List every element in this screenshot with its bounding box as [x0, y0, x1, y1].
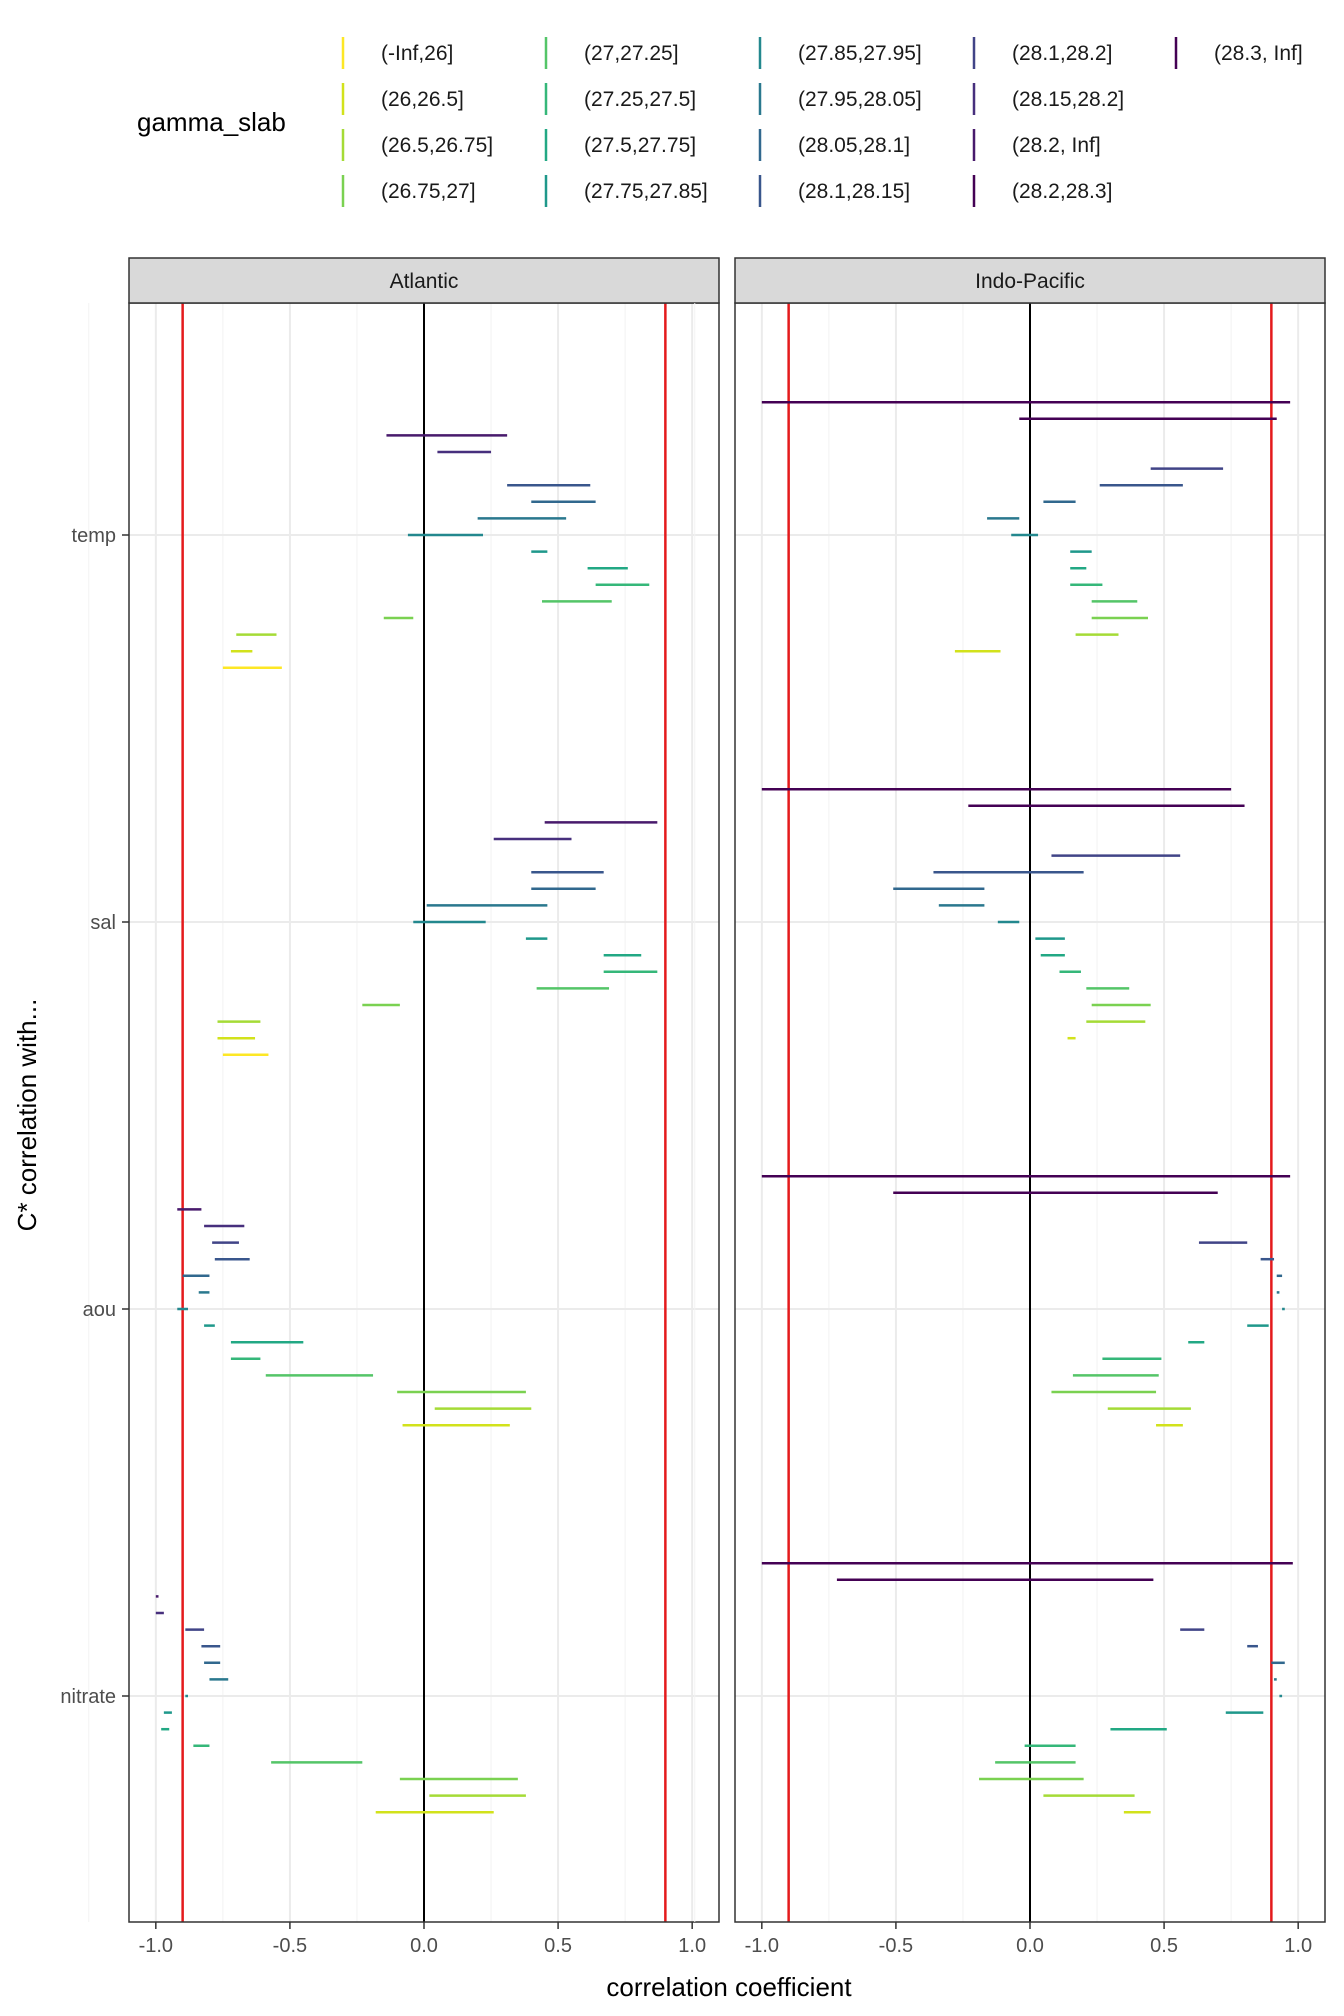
group-temp	[761, 400, 1291, 653]
x-tick-label: 0.5	[1150, 1935, 1178, 1957]
legend-label-7: (27.75,27.85]	[584, 180, 708, 203]
group-nitrate	[761, 1561, 1293, 1814]
legend-entries: (-Inf,26] (26,26.5] (26.5,26.75] (26.75,27]…	[341, 37, 1303, 207]
legend-label-11: (28.1,28.15]	[798, 180, 910, 203]
legend-label-13: (28.15,28.2]	[1012, 88, 1124, 111]
x-tick-label: 0.0	[1016, 1935, 1044, 1957]
y-tick-label-aou: aou	[83, 1299, 116, 1321]
facet-strip	[128, 257, 720, 304]
x-tick-label: 0.5	[544, 1935, 572, 1957]
legend-label-5: (27.25,27.5]	[584, 88, 696, 111]
x-axis-title: correlation coefficient	[606, 1972, 852, 2002]
legend-label-1: (26,26.5]	[381, 88, 464, 111]
legend-label-16: (28.3, Inf]	[1214, 42, 1303, 65]
x-tick-label: -0.5	[879, 1935, 913, 1957]
panel-atlantic: Atlantic	[88, 257, 720, 1923]
x-axis: -1.0 -0.5 0.0 0.5 1.0 -1.0 -0.5 0.0 0.5 1.0	[139, 1922, 1312, 1957]
group-aou	[761, 1174, 1291, 1427]
legend-label-12: (28.1,28.2]	[1012, 42, 1112, 65]
legend-label-14: (28.2, Inf]	[1012, 134, 1101, 157]
facet-strip	[734, 257, 1326, 304]
facet-strip-label: Indo-Pacific	[975, 270, 1085, 293]
x-tick-label: 1.0	[678, 1935, 706, 1957]
legend-label-3: (26.75,27]	[381, 180, 476, 203]
group-nitrate	[155, 1595, 526, 1814]
legend-label-6: (27.5,27.75]	[584, 134, 696, 157]
group-temp	[222, 434, 650, 670]
panel-indo-pacific: Indo-Pacific	[694, 257, 1326, 1923]
group-sal	[761, 787, 1245, 1040]
panels: Atlantic Indo-Pacific	[88, 257, 1326, 1923]
y-tick-label-sal: sal	[90, 912, 116, 934]
legend-label-4: (27,27.25]	[584, 42, 679, 65]
x-tick-label: 1.0	[1284, 1935, 1312, 1957]
legend-label-15: (28.2,28.3]	[1012, 180, 1112, 203]
y-axis-title: C* correlation with...	[12, 999, 42, 1232]
x-tick-label: -1.0	[139, 1935, 173, 1957]
y-tick-label-nitrate: nitrate	[60, 1686, 116, 1708]
legend-label-2: (26.5,26.75]	[381, 134, 493, 157]
y-tick-label-temp: temp	[72, 525, 116, 547]
legend-label-8: (27.85,27.95]	[798, 42, 922, 65]
group-sal	[217, 821, 658, 1057]
x-tick-label: -1.0	[745, 1935, 779, 1957]
facet-strip-label: Atlantic	[390, 270, 459, 293]
legend: gamma_slab (-Inf,26] (26,26.5] (26.5,26.75…	[137, 37, 1303, 207]
x-tick-label: 0.0	[410, 1935, 438, 1957]
legend-label-9: (27.95,28.05]	[798, 88, 922, 111]
x-tick-label: -0.5	[273, 1935, 307, 1957]
legend-title: gamma_slab	[137, 107, 286, 137]
group-aou	[177, 1208, 532, 1427]
y-axis: temp sal aou nitrate	[60, 525, 129, 1708]
legend-label-0: (-Inf,26]	[381, 42, 453, 65]
legend-label-10: (28.05,28.1]	[798, 134, 910, 157]
